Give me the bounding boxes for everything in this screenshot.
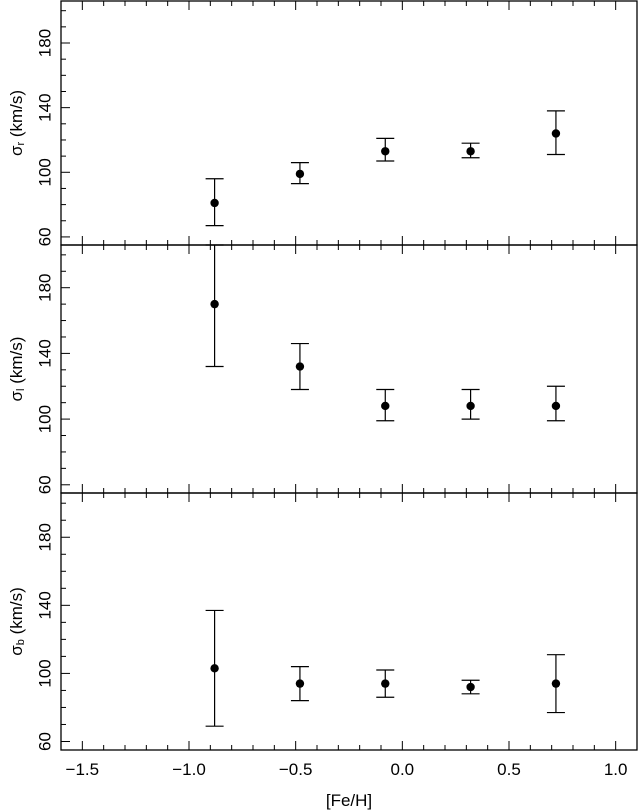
panel-frame <box>60 0 638 246</box>
y-axis-symbol: σ <box>7 390 26 401</box>
y-axis-unit: (km/s) <box>7 337 26 389</box>
x-axis-title: [Fe/H] <box>326 791 372 810</box>
data-point <box>295 362 305 371</box>
y-tick-label: 100 <box>36 158 55 186</box>
y-tick-label: 180 <box>36 523 55 551</box>
y-axis-title: σr (km/s) <box>7 90 28 156</box>
data-point <box>466 682 475 692</box>
data-point <box>210 664 219 673</box>
y-axis-unit: (km/s) <box>7 90 26 142</box>
data-point <box>381 147 390 156</box>
data-point <box>295 169 305 179</box>
panel-frame <box>60 492 638 751</box>
y-tick-label: 180 <box>36 29 55 57</box>
data-point <box>466 147 475 156</box>
data-point <box>381 401 390 411</box>
y-tick-label: 60 <box>36 732 55 751</box>
y-tick-label: 100 <box>36 659 55 687</box>
x-tick-label: −1.5 <box>66 760 100 779</box>
data-point <box>210 198 219 208</box>
data-point <box>295 679 305 688</box>
y-axis-symbol: σ <box>7 645 26 656</box>
data-point <box>381 679 390 688</box>
y-tick-label: 60 <box>36 227 55 246</box>
panel-frame <box>60 244 638 494</box>
x-tick-label: 0.0 <box>391 760 415 779</box>
data-point <box>551 401 561 411</box>
y-axis-subscript: b <box>15 639 27 645</box>
y-tick-label: 140 <box>36 339 55 367</box>
data-point <box>551 679 561 688</box>
y-axis-subscript: l <box>15 388 27 390</box>
x-tick-label: 1.0 <box>604 760 628 779</box>
y-tick-label: 140 <box>36 591 55 619</box>
y-axis-unit: (km/s) <box>7 587 26 639</box>
x-tick-label: 0.5 <box>497 760 521 779</box>
y-tick-label: 180 <box>36 274 55 302</box>
x-tick-label: −1.0 <box>172 760 206 779</box>
y-axis-title: σl (km/s) <box>7 337 28 402</box>
y-tick-label: 60 <box>36 475 55 494</box>
y-tick-label: 100 <box>36 405 55 433</box>
y-axis-title: σb (km/s) <box>7 587 28 656</box>
y-axis-subscript: r <box>15 142 27 146</box>
x-tick-label: −0.5 <box>279 760 313 779</box>
y-axis-symbol: σ <box>7 145 26 156</box>
y-tick-label: 140 <box>36 93 55 121</box>
data-point <box>551 129 561 138</box>
data-point <box>210 299 219 309</box>
data-point <box>466 401 475 411</box>
